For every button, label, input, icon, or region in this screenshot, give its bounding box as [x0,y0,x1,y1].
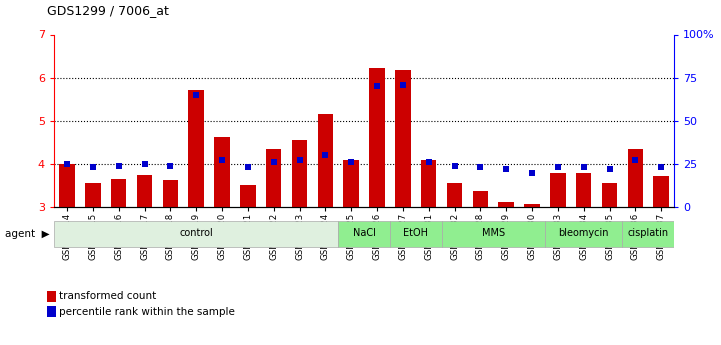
Bar [338,220,390,247]
Point [164,163,176,168]
Bar [524,204,540,207]
Point [526,170,538,175]
Point [319,152,331,158]
Bar [653,176,669,207]
Bar [447,183,462,207]
Bar [390,220,441,247]
Bar [317,114,333,207]
Point [448,163,460,168]
Bar [576,173,591,207]
Bar [343,159,359,207]
Bar [85,183,100,207]
Bar [602,183,617,207]
Bar [214,137,230,207]
Text: transformed count: transformed count [59,292,156,301]
Point [655,165,667,170]
Bar [550,173,566,207]
Point [552,165,564,170]
Point [87,165,99,170]
Text: percentile rank within the sample: percentile rank within the sample [59,307,235,317]
Point [293,158,305,163]
Bar [54,220,338,247]
Text: NaCl: NaCl [353,228,376,238]
Bar [421,160,436,207]
Bar [111,179,126,207]
Bar [627,149,643,207]
Text: cisplatin: cisplatin [628,228,669,238]
Point [603,166,615,172]
Point [629,158,641,163]
Text: EtOH: EtOH [403,228,428,238]
Bar [369,68,385,207]
Bar [441,220,545,247]
Point [500,166,512,172]
Bar [622,220,674,247]
Bar [498,202,514,207]
Point [397,82,409,87]
Bar [137,175,152,207]
Point [268,159,280,165]
Bar [162,180,178,207]
Bar [292,140,307,207]
Bar [240,185,255,207]
Text: MMS: MMS [482,228,505,238]
Bar [545,220,622,247]
Text: bleomycin: bleomycin [559,228,609,238]
Point [371,83,383,89]
Bar [395,70,410,207]
Point [345,159,357,165]
Bar [472,190,488,207]
Point [474,165,486,170]
Point [242,165,254,170]
Point [113,163,125,168]
Point [423,159,435,165]
Bar [188,90,204,207]
Bar [266,149,281,207]
Text: GDS1299 / 7006_at: GDS1299 / 7006_at [47,4,169,17]
Point [216,158,228,163]
Point [61,161,73,167]
Point [138,161,150,167]
Text: agent  ▶: agent ▶ [5,229,50,239]
Point [190,92,202,98]
Point [578,165,590,170]
Bar [59,164,75,207]
Text: control: control [180,228,213,238]
